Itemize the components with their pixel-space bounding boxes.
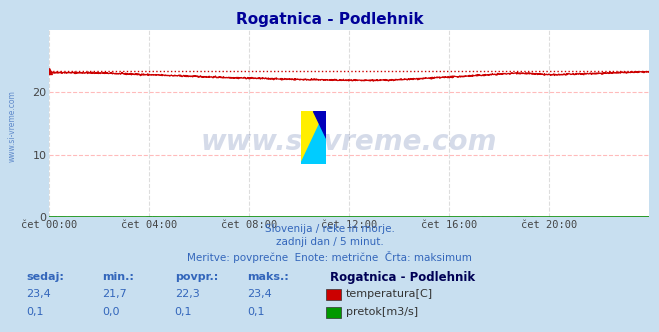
Text: 0,1: 0,1 bbox=[175, 307, 192, 317]
Text: min.:: min.: bbox=[102, 272, 134, 282]
Text: temperatura[C]: temperatura[C] bbox=[346, 289, 433, 299]
Text: sedaj:: sedaj: bbox=[26, 272, 64, 282]
Text: 0,1: 0,1 bbox=[247, 307, 265, 317]
Text: 23,4: 23,4 bbox=[247, 289, 272, 299]
Text: 0,0: 0,0 bbox=[102, 307, 120, 317]
Text: 23,4: 23,4 bbox=[26, 289, 51, 299]
Text: www.si-vreme.com: www.si-vreme.com bbox=[8, 90, 17, 162]
Polygon shape bbox=[301, 111, 326, 164]
Text: maks.:: maks.: bbox=[247, 272, 289, 282]
Text: Rogatnica - Podlehnik: Rogatnica - Podlehnik bbox=[330, 271, 474, 284]
Text: Rogatnica - Podlehnik: Rogatnica - Podlehnik bbox=[236, 12, 423, 27]
Polygon shape bbox=[313, 111, 326, 138]
Text: Slovenija / reke in morje.: Slovenija / reke in morje. bbox=[264, 224, 395, 234]
Text: povpr.:: povpr.: bbox=[175, 272, 218, 282]
Text: www.si-vreme.com: www.si-vreme.com bbox=[201, 128, 498, 156]
Polygon shape bbox=[301, 111, 326, 164]
Text: 0,1: 0,1 bbox=[26, 307, 44, 317]
Text: 22,3: 22,3 bbox=[175, 289, 200, 299]
Text: pretok[m3/s]: pretok[m3/s] bbox=[346, 307, 418, 317]
Text: 21,7: 21,7 bbox=[102, 289, 127, 299]
Text: zadnji dan / 5 minut.: zadnji dan / 5 minut. bbox=[275, 237, 384, 247]
Text: Meritve: povprečne  Enote: metrične  Črta: maksimum: Meritve: povprečne Enote: metrične Črta:… bbox=[187, 251, 472, 263]
